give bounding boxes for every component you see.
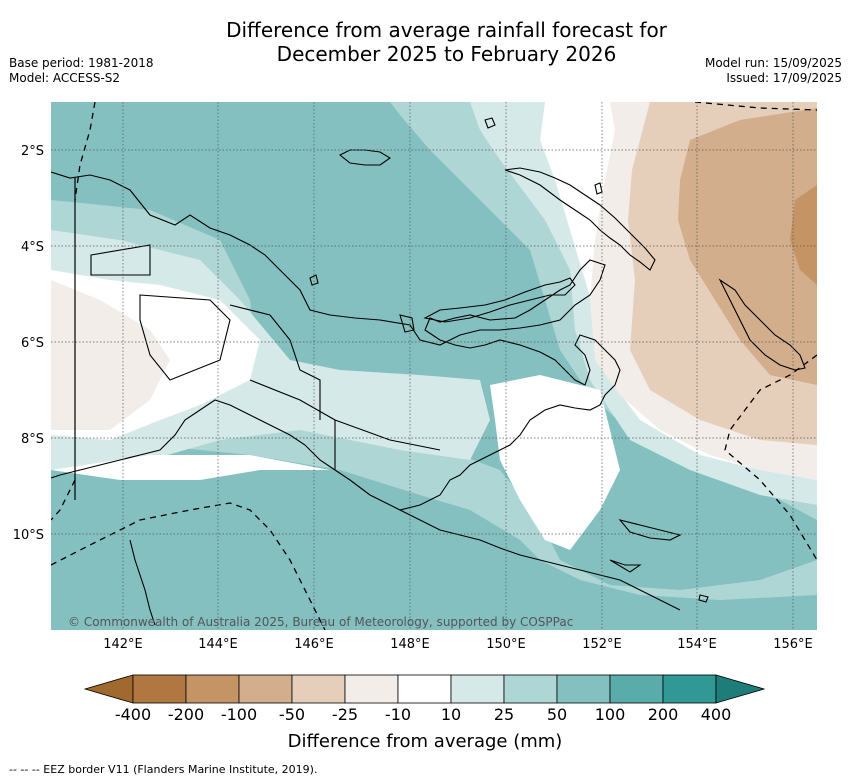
colorbar-segment [185, 674, 240, 704]
colorbar-tick-label: -10 [385, 705, 411, 724]
colorbar-segment [238, 674, 293, 704]
colorbar-tick-label: 400 [701, 705, 732, 724]
lon-label-156e: 156°E [773, 637, 813, 652]
colorbar-labels: -400 -200 -100 -50 -25 -10 10 25 50 100 200 400 [115, 705, 731, 724]
model-run: Model run: 15/09/2025 [704, 56, 842, 70]
lon-label-142e: 142°E [103, 637, 143, 652]
colorbar-segment [344, 674, 399, 704]
eez-borders [51, 102, 817, 630]
lon-label-154e: 154°E [677, 637, 717, 652]
title-line-1: Difference from average rainfall forecas… [226, 18, 667, 42]
colorbar-tick-label: -400 [115, 705, 151, 724]
eez-footnote: -- -- -- EEZ border V11 (Flanders Marine… [9, 763, 318, 776]
issued-date: Issued: 17/09/2025 [726, 71, 842, 85]
lon-label-150e: 150°E [486, 637, 526, 652]
colorbar-extend-high [715, 674, 766, 704]
colorbar-tick-label: -100 [221, 705, 257, 724]
colorbar-tick-label: -25 [332, 705, 358, 724]
lat-label-6s: 6°S [21, 336, 44, 351]
colorbar-segment [397, 674, 452, 704]
lat-label-2s: 2°S [21, 144, 44, 159]
colorbar-tick-label: -200 [168, 705, 204, 724]
colorbar-tick-label: 10 [441, 705, 461, 724]
colorbar-segment [662, 674, 717, 704]
title-line-2: December 2025 to February 2026 [276, 42, 617, 66]
lon-label-152e: 152°E [582, 637, 622, 652]
lat-label-8s: 8°S [21, 432, 44, 447]
colorbar-title: Difference from average (mm) [288, 731, 563, 752]
lon-label-146e: 146°E [294, 637, 334, 652]
meta-right: Model run: 15/09/2025 Issued: 17/09/2025 [705, 56, 842, 86]
colorbar-segment [132, 674, 187, 704]
page-title: Difference from average rainfall forecas… [0, 18, 850, 66]
colorbar-segment [291, 674, 346, 704]
colorbar-segment [556, 674, 611, 704]
lat-label-4s: 4°S [21, 240, 44, 255]
lon-label-144e: 144°E [198, 637, 238, 652]
lon-label-148e: 148°E [390, 637, 430, 652]
graticule [51, 102, 817, 630]
colorbar-tick-label: 200 [648, 705, 679, 724]
colorbar-segment [503, 674, 558, 704]
model-name: Model: ACCESS-S2 [9, 71, 121, 85]
meta-left: Base period: 1981-2018 Model: ACCESS-S2 [9, 56, 154, 86]
coastlines [51, 117, 806, 626]
copyright-notice: © Commonwealth of Australia 2025, Bureau… [68, 615, 573, 629]
colorbar-tick-label: 25 [494, 705, 514, 724]
colorbar-tick-label: -50 [279, 705, 305, 724]
colorbar-segment [450, 674, 505, 704]
colorbar-extend-low [83, 674, 134, 704]
rainfall-anomaly-field [51, 102, 817, 630]
base-period: Base period: 1981-2018 [9, 56, 154, 70]
colorbar-tick-label: 100 [595, 705, 626, 724]
colorbar [83, 674, 766, 704]
colorbar-tick-label: 50 [547, 705, 567, 724]
colorbar-segment [609, 674, 664, 704]
lat-label-10s: 10°S [13, 528, 44, 543]
